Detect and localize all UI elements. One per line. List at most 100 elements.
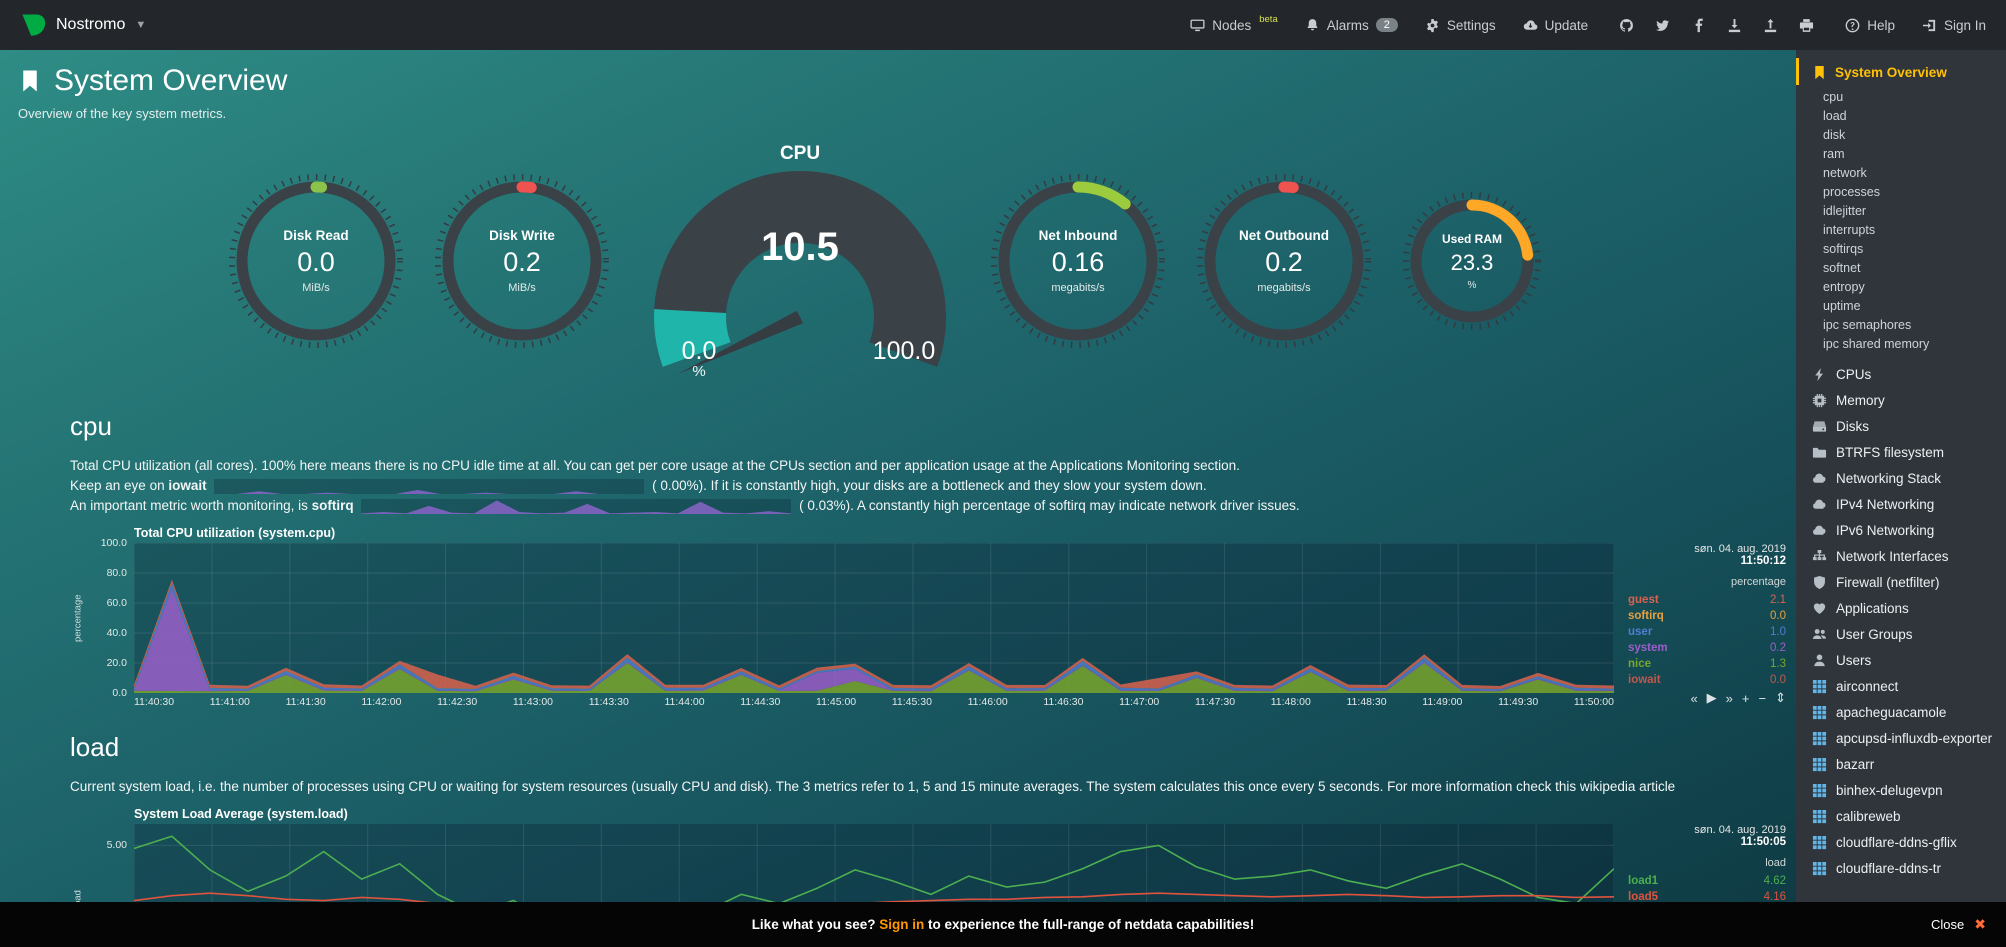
gauge-cpu-title: CPU <box>779 143 821 164</box>
sidebar-menu-item[interactable]: IPv4 Networking <box>1796 491 2006 517</box>
legend-row[interactable]: iowait 0.0 <box>1628 673 1786 687</box>
close-icon[interactable]: ✖ <box>1974 916 1986 932</box>
twitter-icon[interactable] <box>1655 18 1670 33</box>
gauge-cpu[interactable]: CPU 10.5 0.0 100.0 % <box>640 143 960 380</box>
sidebar-subitem[interactable]: ipc semaphores <box>1823 317 1912 332</box>
sidebar-subitem[interactable]: idlejitter <box>1823 203 1867 218</box>
sidebar-subitem[interactable]: ram <box>1823 146 1845 161</box>
sidebar-menu-item[interactable]: Networking Stack <box>1796 465 2006 491</box>
zoom-out-icon[interactable]: − <box>1758 690 1767 706</box>
sidebar-menu-item[interactable]: IPv6 Networking <box>1796 517 2006 543</box>
alarms-count-badge: 2 <box>1375 18 1398 32</box>
legend-series-value: 0.0 <box>1770 610 1786 622</box>
legend-units: load <box>1765 857 1786 869</box>
facebook-icon[interactable] <box>1691 18 1706 33</box>
pan-forward-icon[interactable]: » <box>1725 690 1733 706</box>
sidebar-menu-item[interactable]: Disks <box>1796 413 2006 439</box>
gauge-disk-write[interactable]: Disk Write 0.2 MiB/s <box>434 173 610 349</box>
legend-row[interactable]: load1 4.62 <box>1628 874 1786 888</box>
banner-close-button[interactable]: Close ✖ <box>1931 916 1986 932</box>
sidebar-menu-item[interactable]: Network Interfaces <box>1796 543 2006 569</box>
sidebar-subitem[interactable]: disk <box>1823 127 1846 142</box>
x-axis-label: 11:42:00 <box>361 696 402 708</box>
zoom-in-icon[interactable]: + <box>1741 690 1750 706</box>
gauge-used-ram[interactable]: Used RAM 23.3 % <box>1402 191 1542 331</box>
upload-icon[interactable] <box>1763 18 1778 33</box>
x-axis-label: 11:43:00 <box>512 696 553 708</box>
pan-backward-icon[interactable]: « <box>1690 690 1698 706</box>
github-icon[interactable] <box>1619 18 1634 33</box>
sidebar-subitem[interactable]: ipc shared memory <box>1823 336 1930 351</box>
sidebar-subitem[interactable]: softnet <box>1823 260 1861 275</box>
sidebar-menu-item[interactable]: Applications <box>1796 595 2006 621</box>
gauge-disk-read[interactable]: Disk Read 0.0 MiB/s <box>228 173 404 349</box>
x-axis-label: 11:48:00 <box>1270 696 1311 708</box>
sidebar-subitem[interactable]: processes <box>1823 184 1880 199</box>
main-content: System Overview Overview of the key syst… <box>0 50 1796 947</box>
gauge-value: 23.3 <box>1450 249 1494 275</box>
y-axis-label: 80.0 <box>106 567 127 579</box>
legend-row[interactable]: nice 1.3 <box>1628 657 1786 671</box>
sidebar-menu-item[interactable]: User Groups <box>1796 621 2006 647</box>
netdata-logo-icon <box>20 12 46 38</box>
sidebar-menu-item[interactable]: bazarr <box>1796 751 2006 777</box>
cpu-desc-1: Total CPU utilization (all cores). 100% … <box>70 458 1240 473</box>
sidebar-menu-item[interactable]: Firewall (netfilter) <box>1796 569 2006 595</box>
legend-row[interactable]: user 1.0 <box>1628 625 1786 639</box>
resize-icon[interactable]: ⇕ <box>1775 690 1786 705</box>
play-icon[interactable]: ▶ <box>1706 690 1717 705</box>
softirq-sparkline[interactable] <box>361 498 792 514</box>
sidebar-menu-item[interactable]: airconnect <box>1796 673 2006 699</box>
cloud-icon <box>1812 497 1827 513</box>
legend-row[interactable]: guest 2.1 <box>1628 593 1786 607</box>
cpu-chart-plot[interactable] <box>134 543 1614 693</box>
download-icon[interactable] <box>1727 18 1742 33</box>
chart-cpu: Total CPU utilization (system.cpu) perce… <box>70 526 1787 708</box>
gauge-net-inbound[interactable]: Net Inbound 0.16 megabits/s <box>990 173 1166 349</box>
sidebar-menu-item[interactable]: cloudflare-ddns-gflix <box>1796 829 2006 855</box>
sidebar-menu-item[interactable]: Memory <box>1796 387 2006 413</box>
grid-icon <box>1812 757 1827 773</box>
chart-title: System Load Average (system.load) <box>134 807 348 821</box>
sidebar-menu-item[interactable]: calibreweb <box>1796 803 2006 829</box>
grid-icon <box>1812 809 1827 825</box>
legend-row[interactable]: load5 4.16 <box>1628 890 1786 904</box>
sidebar-subitem[interactable]: load <box>1823 108 1847 123</box>
sidebar-menu-item[interactable]: apacheguacamole <box>1796 699 2006 725</box>
sidebar-item-system-overview[interactable]: System Overview <box>1796 58 2006 85</box>
nav-alarms[interactable]: Alarms 2 <box>1305 18 1398 33</box>
sidebar-subitem[interactable]: interrupts <box>1823 222 1876 237</box>
iowait-sparkline[interactable] <box>214 478 645 494</box>
nav-settings[interactable]: Settings <box>1425 18 1496 33</box>
sidebar-subitem[interactable]: softirqs <box>1823 241 1864 256</box>
sidebar-subitem[interactable]: entropy <box>1823 279 1865 294</box>
nav-update[interactable]: Update <box>1523 18 1588 33</box>
sidebar-subitem[interactable]: network <box>1823 165 1867 180</box>
gauge-net-outbound[interactable]: Net Outbound 0.2 megabits/s <box>1196 173 1372 349</box>
nav-nodes[interactable]: Nodes beta <box>1190 14 1278 33</box>
sidebar-menu-item[interactable]: Users <box>1796 647 2006 673</box>
nav-signin[interactable]: Sign In <box>1922 18 1986 33</box>
grid-icon <box>1812 835 1827 851</box>
sidebar-subitem[interactable]: uptime <box>1823 298 1861 313</box>
load-heading: load <box>70 732 120 762</box>
sidebar-menu-item[interactable]: cloudflare-ddns-tr <box>1796 855 2006 881</box>
legend-series-value: 2.1 <box>1770 594 1786 606</box>
legend-row[interactable]: softirq 0.0 <box>1628 609 1786 623</box>
sidebar-subitem[interactable]: cpu <box>1823 89 1844 104</box>
signin-icon <box>1922 18 1937 33</box>
update-icon <box>1523 18 1538 33</box>
gauge-label: Used RAM <box>1441 231 1502 246</box>
y-axis-title: percentage <box>72 594 84 642</box>
gauge-unit: megabits/s <box>1257 282 1311 294</box>
print-icon[interactable] <box>1799 18 1814 33</box>
sidebar-menu-item[interactable]: apcupsd-influxdb-exporter <box>1796 725 2006 751</box>
sidebar-menu-item[interactable]: CPUs <box>1796 361 2006 387</box>
nav-help[interactable]: Help <box>1845 18 1895 33</box>
banner-signin-link[interactable]: Sign in <box>879 917 925 932</box>
brand-menu[interactable]: Nostromo ▼ <box>20 12 146 38</box>
sidebar-menu-item[interactable]: binhex-delugevpn <box>1796 777 2006 803</box>
sidebar-menu-item[interactable]: BTRFS filesystem <box>1796 439 2006 465</box>
legend-row[interactable]: system 0.2 <box>1628 641 1786 655</box>
legend-series-name: load5 <box>1628 891 1659 903</box>
